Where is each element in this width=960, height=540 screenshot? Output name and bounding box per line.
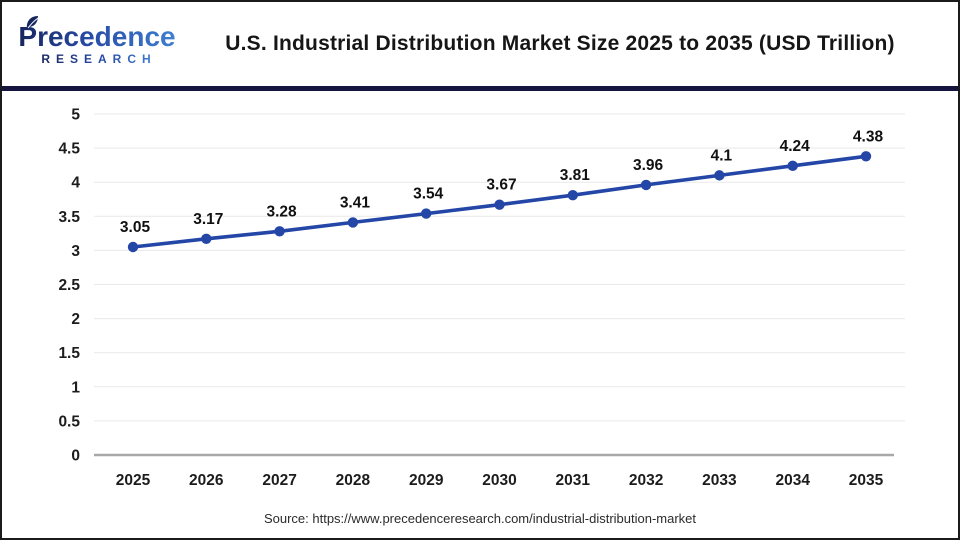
chart-title: U.S. Industrial Distribution Market Size… [225,32,895,55]
data-point [494,199,505,210]
data-point-label: 4.24 [780,138,811,155]
x-tick-label: 2035 [849,472,884,489]
data-point-label: 3.96 [633,157,664,174]
x-tick-label: 2033 [702,472,737,489]
x-tick-label: 2028 [336,472,371,489]
data-point-label: 4.38 [853,128,884,145]
data-point [421,208,432,219]
data-point-label: 4.1 [711,147,733,164]
y-tick-label: 1.5 [58,345,80,362]
title-wrap: U.S. Industrial Distribution Market Size… [172,32,958,56]
x-tick-label: 2025 [116,472,151,489]
y-tick-label: 0 [71,448,80,465]
y-tick-label: 2 [71,311,80,328]
data-point [274,226,285,237]
brand-name: Precedence [18,21,176,52]
data-point [860,151,872,162]
header-divider [2,86,958,91]
x-tick-label: 2027 [262,472,296,489]
y-tick-label: 2.5 [58,277,80,294]
x-tick-label: 2026 [189,472,224,489]
brand-logo: Precedence RESEARCH [18,16,176,65]
x-tick-label: 2034 [775,472,810,489]
y-tick-label: 3 [71,243,80,260]
header: Precedence RESEARCH U.S. Industrial Dist… [2,2,958,86]
data-point [127,241,139,253]
data-point [787,160,798,172]
data-point [347,217,359,228]
brand-subtitle: RESEARCH [37,53,156,65]
y-tick-label: 4.5 [58,141,80,158]
y-tick-label: 4 [71,175,80,192]
data-point-label: 3.28 [267,203,298,220]
y-tick-label: 3.5 [58,209,80,226]
leaf-icon [26,16,39,29]
source-row: Source: https://www.precedenceresearch.c… [2,510,958,528]
y-tick-label: 1 [71,379,80,396]
line-chart: 00.511.522.533.544.553.0520253.1720263.2… [58,107,905,489]
x-tick-label: 2030 [482,472,516,489]
data-point [714,170,725,181]
x-tick-label: 2032 [629,472,663,489]
data-point-label: 3.81 [560,167,591,184]
chart-region: 0 0.5 1 1.5 2 2.5 3 3.5 4 4.5 5 3.05 2025 3.17 2026 3.2… [2,92,958,506]
data-point-label: 3.67 [486,177,516,194]
data-point-label: 3.41 [340,194,371,211]
data-point-label: 3.05 [120,219,151,236]
y-tick-label: 0.5 [58,413,80,430]
data-point-label: 3.17 [193,211,223,228]
data-point [640,179,652,191]
data-point-label: 3.54 [413,186,444,203]
y-tick-label: 5 [71,107,80,124]
source-text: Source: https://www.precedenceresearch.c… [263,511,697,526]
x-tick-label: 2029 [409,472,444,489]
data-point [567,189,578,201]
x-tick-label: 2031 [556,472,591,489]
data-point [201,233,212,245]
